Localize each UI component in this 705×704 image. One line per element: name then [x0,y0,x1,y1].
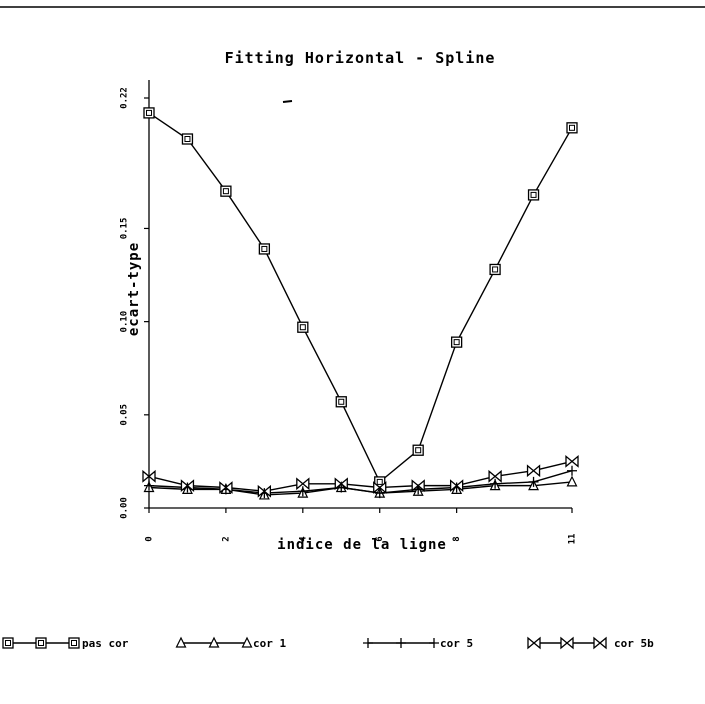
data-point-pas-cor [143,107,155,119]
data-point-cor-5b [257,484,272,498]
series-pas-cor [143,107,578,488]
x-axis-label: indice de la ligne [277,537,447,553]
data-point-cor-5b [219,481,233,494]
data-point-cor-5b [565,455,579,468]
series-cor-5b [142,455,579,498]
x-tick-label: 8 [452,536,462,541]
data-point-cor-5b [449,479,464,493]
data-point-cor-5b [411,479,425,493]
legend-marker-cor-5b [527,636,541,650]
legend-marker-cor-5 [396,638,406,648]
y-tick-label: 0.00 [120,497,130,519]
data-point-cor-5b [334,477,348,491]
data-point-cor-5b [142,469,156,483]
y-axis-label: ecart-type [126,242,142,336]
y-tick-label: 0.15 [120,218,130,240]
x-tick-label: 0 [145,536,155,541]
legend: pas cor cor 1 cor 5 cor 5b [2,636,654,650]
x-tick-label: 6 [375,536,385,541]
legend-marker-pas-cor [35,637,47,649]
data-point-cor-5 [490,478,501,489]
legend-marker-pas-cor [2,637,14,649]
data-point-cor-5b [180,479,195,493]
legend-marker-cor-5 [429,638,439,648]
data-point-pas-cor [335,396,347,408]
data-point-cor-5 [374,488,385,499]
series-line-cor-5b [148,460,573,492]
legend-marker-cor-1 [208,636,220,648]
data-point-cor-5 [567,465,577,476]
data-point-pas-cor [258,243,271,255]
y-tick-label: 0.10 [120,311,130,333]
series-line-pas-cor [148,112,573,484]
data-point-cor-5b [488,469,502,483]
x-tick-label: 4 [298,536,308,542]
legend-label-pas-cor: pas cor [82,637,129,650]
data-point-pas-cor [566,122,578,134]
legend-item-cor-5: cor 5 [363,637,473,650]
legend-item-pas-cor: pas cor [2,637,129,650]
legend-label-cor-5: cor 5 [440,637,473,650]
legend-marker-cor-1 [241,636,253,648]
data-point-cor-5 [528,476,539,487]
legend-marker-cor-5 [363,638,373,648]
series-layer [142,107,579,500]
legend-marker-cor-1 [175,636,187,648]
data-point-pas-cor [297,321,309,333]
data-point-pas-cor [489,263,501,276]
chart-title: Fitting Horizontal - Spline [225,49,496,67]
data-point-cor-5 [144,480,154,491]
data-point-cor-5 [297,486,308,497]
legend-marker-cor-5b [593,636,607,650]
data-point-cor-5b [526,464,541,478]
data-point-pas-cor [181,133,194,145]
axes [148,80,572,509]
data-point-pas-cor [220,185,232,197]
data-point-pas-cor [412,444,424,456]
axis-ticks: 0 2 4 6 8 11 0.00 0.05 0.10 0.15 0.22 [120,87,578,544]
scan-mark [282,100,293,103]
data-point-pas-cor [450,336,463,348]
series-cor-5 [144,465,577,499]
data-point-cor-5b [296,477,310,491]
x-tick-label: 2 [221,536,231,541]
legend-label-cor-5b: cor 5b [614,637,654,650]
legend-item-cor-5b: cor 5b [527,636,654,650]
legend-label-cor-1: cor 1 [253,637,286,650]
y-tick-label: 0.05 [120,404,130,426]
data-point-pas-cor [527,189,540,201]
data-point-cor-5b [373,481,387,494]
legend-marker-cor-5b [560,636,574,650]
y-tick-label: 0.22 [120,87,130,109]
legend-marker-pas-cor [68,637,80,649]
data-point-cor-1 [566,475,578,487]
legend-item-cor-1: cor 1 [175,636,286,650]
x-tick-label: 11 [568,534,578,545]
